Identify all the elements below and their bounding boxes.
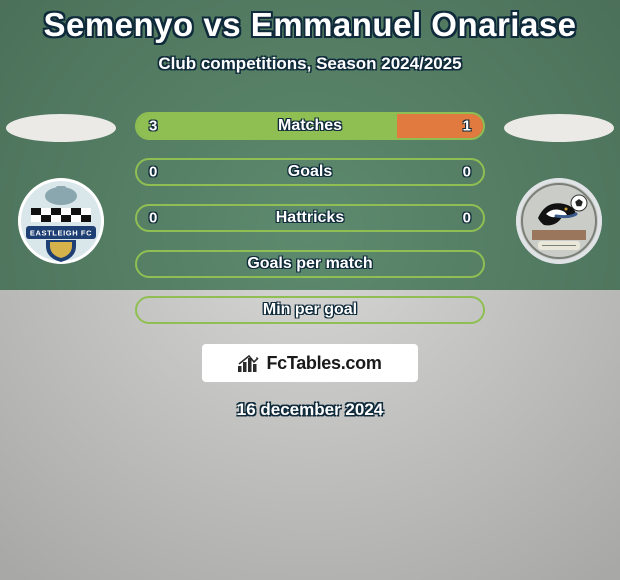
stat-fill-left (137, 114, 397, 138)
stat-label: Goals (288, 163, 332, 181)
branding-text: FcTables.com (266, 353, 381, 374)
content: Semenyo vs Emmanuel Onariase Club compet… (0, 0, 620, 420)
stat-label: Goals per match (247, 255, 372, 273)
stat-value-left: 0 (149, 164, 157, 181)
stat-row: Min per goal (135, 296, 485, 324)
stat-label: Min per goal (263, 301, 357, 319)
stat-value-left: 3 (149, 118, 157, 135)
page-title: Semenyo vs Emmanuel Onariase (43, 6, 576, 44)
stat-value-right: 0 (463, 210, 471, 227)
stat-row: Goals per match (135, 250, 485, 278)
svg-text:EASTLEIGH FC: EASTLEIGH FC (30, 229, 92, 238)
stat-value-right: 1 (463, 118, 471, 135)
club-crest-left: EASTLEIGH FC (18, 178, 104, 264)
stats-area: EASTLEIGH FC (0, 112, 620, 324)
stat-value-left: 0 (149, 210, 157, 227)
club-crest-right (516, 178, 602, 264)
stat-rows: 3 1 Matches 0 0 Goals 0 0 Hattricks Goals per mat… (135, 112, 485, 324)
stat-row: 0 0 Hattricks (135, 204, 485, 232)
stat-value-right: 0 (463, 164, 471, 181)
fctables-logo-icon (238, 353, 260, 373)
stat-row: 3 1 Matches (135, 112, 485, 140)
branding-badge: FcTables.com (202, 344, 418, 382)
stat-label: Hattricks (276, 209, 344, 227)
eastleigh-crest-icon: EASTLEIGH FC (18, 178, 104, 264)
player-photo-placeholder-left (6, 114, 116, 142)
date-label: 16 december 2024 (237, 400, 384, 420)
page-subtitle: Club competitions, Season 2024/2025 (158, 54, 461, 74)
stat-label: Matches (278, 117, 342, 135)
stat-row: 0 0 Goals (135, 158, 485, 186)
player-photo-placeholder-right (504, 114, 614, 142)
magpies-crest-icon (516, 178, 602, 264)
